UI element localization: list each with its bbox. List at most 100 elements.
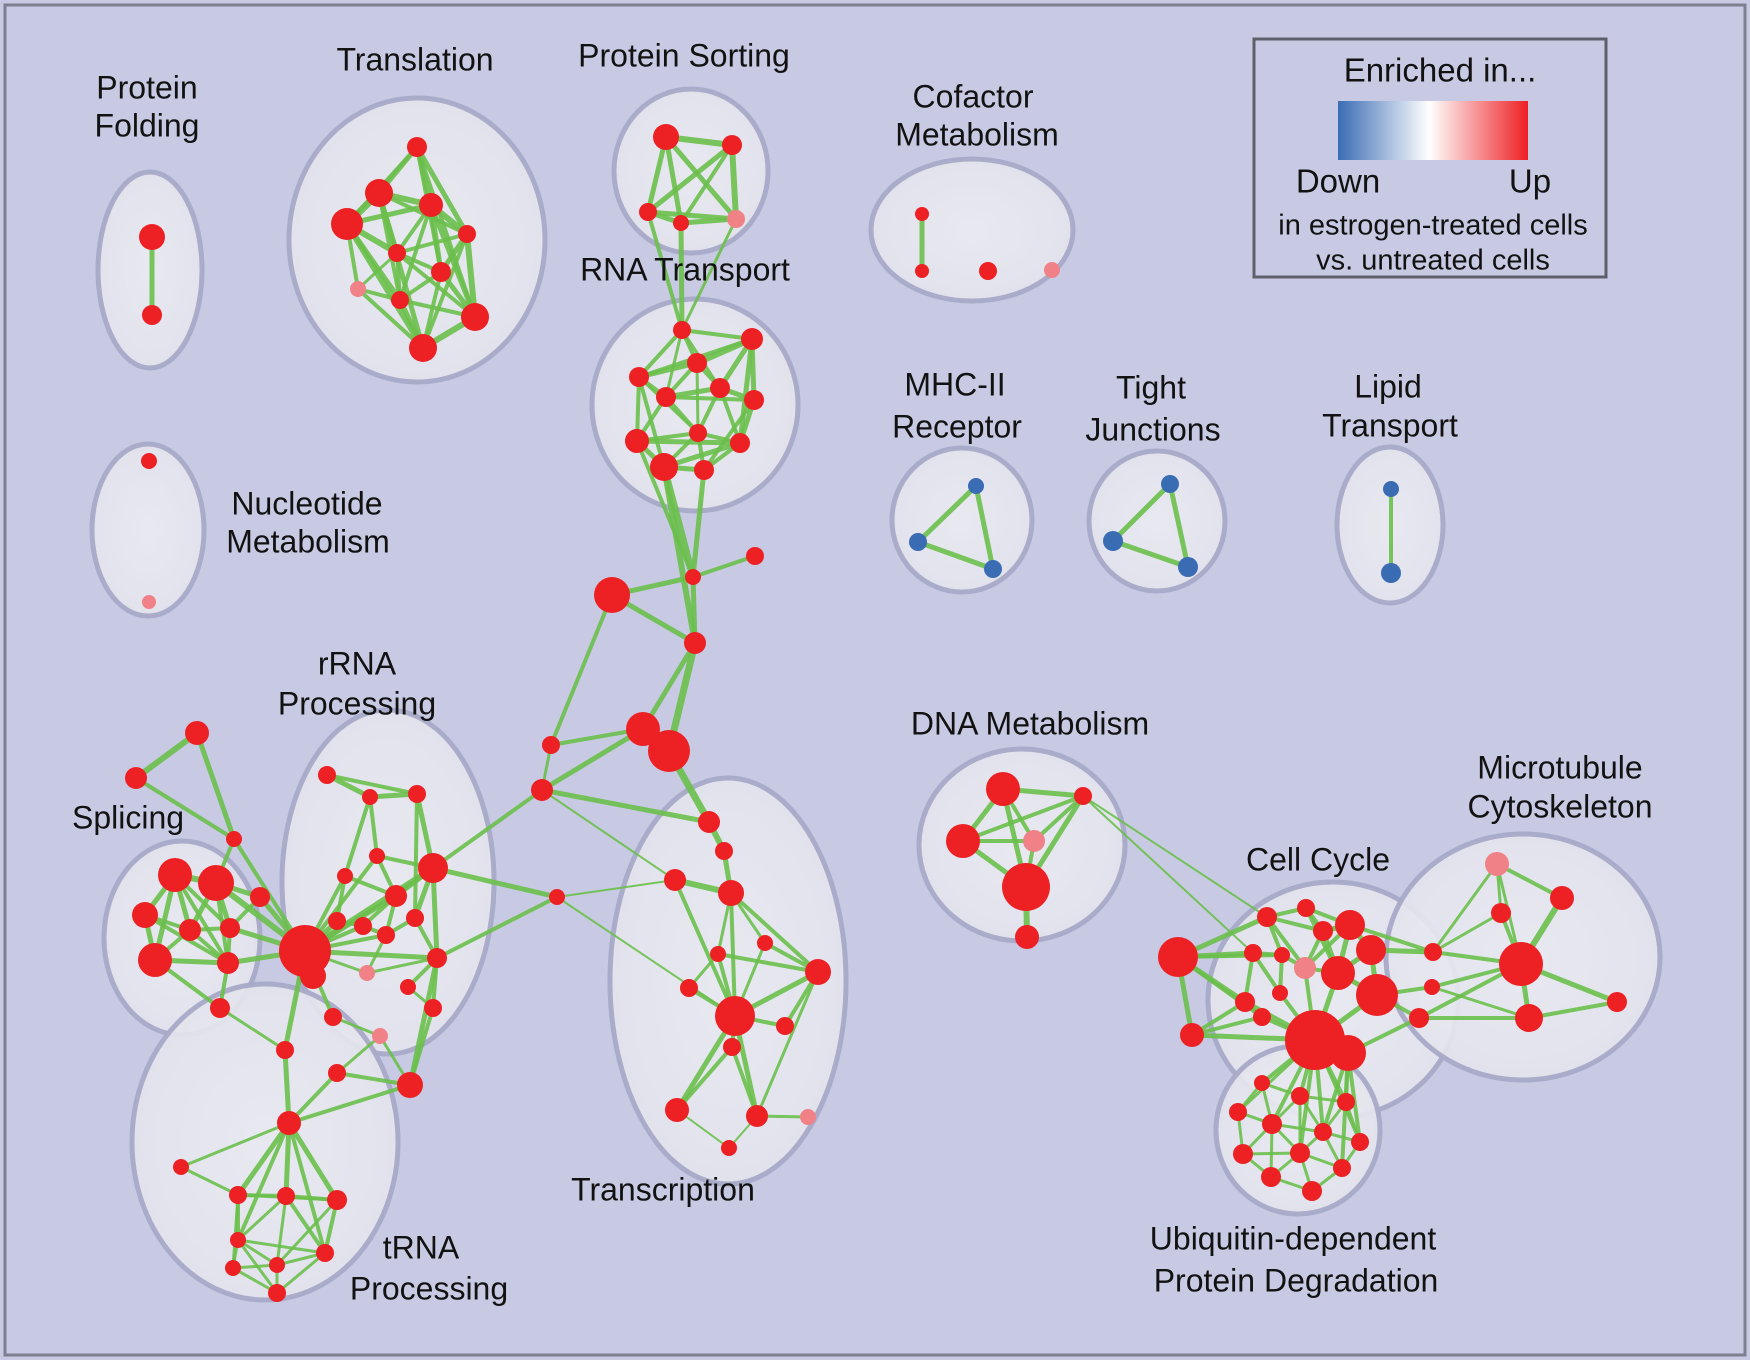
edge-tn5-tn8 [275,1198,339,1267]
node-u7 [1351,1133,1369,1151]
node-t2 [365,179,393,207]
node-dm1 [986,772,1020,806]
node-rt12 [694,460,714,480]
edge-mt5-mt6 [1527,1000,1619,1020]
node-tn3 [229,1186,247,1204]
edge-cn1-tr3 [556,879,676,898]
node-dm5 [1002,863,1050,911]
node-cc2 [1297,899,1315,917]
edge-t2-t11 [376,190,426,351]
node-tn7 [225,1260,241,1276]
legend-title: Enriched in... [1344,52,1537,89]
node-rr18 [324,1008,342,1026]
edge-tr4-tr9 [729,891,737,1018]
node-ps2 [722,135,742,155]
legend-caption-line2: vs. untreated cells [1316,245,1550,277]
edge-t1-t5 [414,144,470,237]
node-tr4 [718,880,744,906]
node-t10 [461,303,489,331]
edge-tr11-tr12 [675,1045,734,1112]
edge-cn2-tr1 [539,787,712,825]
node-rt4 [629,367,649,387]
edge-tj2-tj3 [1110,538,1191,570]
edge-rr12-cn1 [435,895,559,960]
cluster-label: Protein Degradation [1154,1262,1439,1298]
edge-rr3-rr11 [413,792,419,920]
node-tn10 [268,1284,286,1302]
edge-rr12-rr14 [365,956,439,975]
node-cn3 [542,736,560,754]
node-cc10 [1356,974,1398,1016]
edge-ps3-rt1 [646,210,684,332]
edge-mh1-mh2 [915,483,979,545]
cluster-label: Transcription [571,1171,755,1207]
cluster-label: RNA Transport [580,251,790,287]
edge-t8-t11 [356,287,425,350]
node-rt2 [741,328,763,350]
node-mt3 [1491,903,1511,923]
node-rr7 [385,885,407,907]
node-rr12 [427,948,447,968]
edge-sp9-tn0 [218,1006,287,1052]
node-rt5 [656,387,676,407]
node-cc9 [1356,935,1386,965]
edge-rt1-rt4 [637,328,684,379]
node-rt8 [689,424,707,442]
node-cc7 [1294,957,1316,979]
node-cc6 [1274,947,1290,963]
edge-rt1-rt2 [680,328,754,341]
edge-tr11-tr13 [730,1045,759,1118]
node-dh2 [648,730,690,772]
node-lt2 [1381,563,1401,583]
node-tn9 [316,1244,334,1262]
node-rr1 [318,766,336,784]
legend-up-label: Up [1509,163,1551,200]
cluster-ellipse-trna-processing [129,981,401,1303]
node-tr13 [746,1105,768,1127]
cluster-label: MHC-II [904,366,1005,402]
node-tr2 [715,842,733,860]
cluster-label: Microtubule [1477,749,1642,785]
cluster-label: rRNA [318,645,397,681]
node-cc0 [1158,937,1198,977]
edge-mh2-mh3 [915,539,996,572]
node-cx1 [1424,943,1442,961]
node-sp7 [217,952,239,974]
cluster-label: Transport [1322,407,1458,443]
node-t4 [331,208,363,240]
node-sp2 [198,865,234,901]
edge-rr2-rr4 [368,795,379,858]
node-mt4 [1499,942,1543,986]
node-cn1 [549,889,565,905]
node-cc1 [1257,907,1277,927]
cluster-label: Ubiquitin-dependent [1150,1220,1437,1256]
node-t6 [388,244,406,262]
edge-tn1-tn9 [287,1121,327,1255]
cluster-ellipse-tight-junctions [1086,448,1228,594]
edge-tn1-tn3 [235,1120,292,1198]
edge-tr7-tr13 [755,970,820,1118]
cluster-label: Metabolism [895,116,1059,152]
legend-caption-line1: in estrogen-treated cells [1278,210,1588,242]
cluster-label: Protein Sorting [578,37,790,73]
edge-s1-s2 [133,730,200,781]
node-t9 [391,291,409,309]
node-cc0b [1180,1023,1204,1047]
edge-ps5-rt1 [680,217,738,332]
node-u2 [1291,1087,1309,1105]
cluster-label: Processing [278,685,436,721]
edge-ps1-ps5 [663,134,739,222]
legend-down-label: Down [1296,163,1380,200]
node-tr3 [664,869,686,891]
edge-s2-s3 [134,776,236,841]
node-tj3 [1178,557,1198,577]
node-tr15 [721,1140,737,1156]
edge-dm2-cc5 [1082,795,1254,954]
edge-tn4-tn6 [236,1194,288,1242]
edge-tn0-tn1 [282,1047,292,1126]
node-rr2 [362,789,378,805]
edge-tn6-tn9 [236,1238,327,1255]
edge-ps4-rt1 [678,220,685,333]
